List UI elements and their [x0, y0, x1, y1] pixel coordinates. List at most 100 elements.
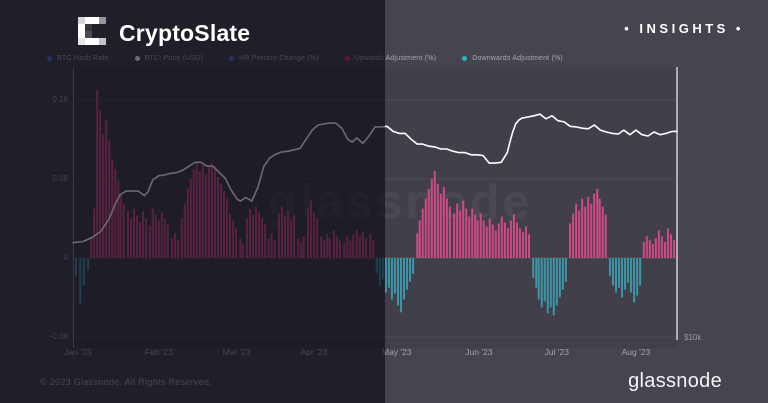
up-adjustment-bar — [241, 243, 244, 258]
up-adjustment-bar — [117, 180, 120, 258]
legend-item: Upwards Adjustment (%) — [344, 55, 437, 62]
up-adjustment-bar — [575, 203, 578, 258]
chart-legend: BTC Hash Rate BTC: Price (USD) HR Percent … — [47, 55, 563, 62]
down-adjustment-bar — [396, 258, 399, 306]
up-adjustment-bar — [372, 240, 375, 258]
down-adjustment-bar — [608, 258, 611, 276]
up-adjustment-bar — [433, 171, 436, 258]
up-adjustment-bar — [598, 198, 601, 258]
up-adjustment-bar — [445, 198, 448, 258]
up-adjustment-bar — [418, 220, 421, 258]
up-adjustment-bar — [122, 203, 125, 258]
up-adjustment-bar — [346, 236, 349, 258]
up-adjustment-bar — [248, 208, 251, 258]
up-adjustment-bar — [293, 214, 296, 258]
up-adjustment-bar — [207, 167, 210, 258]
up-adjustment-bar — [528, 234, 531, 258]
legend-label: BTC: Price (USD) — [144, 55, 204, 62]
down-adjustment-bar — [399, 258, 402, 313]
glassnode-wordmark: glassnode — [628, 370, 722, 392]
up-adjustment-bar — [163, 218, 166, 258]
x-tick-label: Jan '23 — [64, 347, 92, 357]
up-adjustment-bar — [204, 174, 207, 258]
up-adjustment-bar — [506, 228, 509, 258]
down-adjustment-bar — [87, 258, 90, 270]
up-adjustment-bar — [201, 165, 204, 258]
legend-label: Upwards Adjustment (%) — [354, 55, 437, 62]
up-adjustment-bar — [657, 230, 660, 258]
up-adjustment-bar — [601, 206, 604, 258]
down-adjustment-bar — [387, 258, 390, 288]
up-adjustment-bar — [648, 240, 651, 258]
up-adjustment-bar — [584, 206, 587, 258]
up-adjustment-bar — [316, 218, 319, 258]
legend-item: HR Percent Change (%) — [229, 55, 319, 62]
up-adjustment-bar — [332, 230, 335, 258]
up-adjustment-bar — [669, 234, 672, 258]
x-tick-label: May '23 — [381, 347, 412, 357]
up-adjustment-bar — [453, 213, 456, 258]
up-adjustment-bar — [284, 216, 287, 258]
up-adjustment-bar — [666, 228, 669, 258]
up-adjustment-bar — [280, 206, 283, 258]
up-adjustment-bar — [421, 208, 424, 258]
up-adjustment-bar — [189, 179, 192, 258]
down-adjustment-bar — [82, 258, 85, 286]
up-adjustment-bar — [335, 236, 338, 258]
up-adjustment-bar — [642, 242, 645, 258]
down-adjustment-bar — [412, 258, 415, 274]
up-adjustment-bar — [302, 236, 305, 258]
up-adjustment-bar — [572, 213, 575, 258]
up-adjustment-bar — [651, 244, 654, 258]
up-adjustment-bar — [180, 218, 183, 258]
up-adjustment-bar — [320, 236, 323, 258]
up-adjustment-bar — [136, 215, 139, 258]
down-adjustment-bar — [633, 258, 636, 303]
up-adjustment-bar — [213, 169, 216, 258]
up-adjustment-bar — [154, 214, 157, 258]
up-adjustment-bar — [223, 190, 225, 258]
down-adjustment-bar — [375, 258, 378, 273]
legend-item: BTC: Price (USD) — [134, 55, 204, 62]
up-adjustment-bar — [300, 242, 303, 258]
up-adjustment-bar — [229, 213, 232, 258]
cryptoslate-logo-icon — [78, 17, 106, 50]
up-adjustment-bar — [129, 218, 132, 258]
up-adjustment-bar — [456, 203, 459, 258]
up-adjustment-bar — [309, 200, 312, 258]
up-adjustment-bar — [216, 177, 219, 258]
up-adjustment-bar — [99, 109, 102, 258]
down-adjustment-bar — [537, 258, 540, 300]
up-adjustment-bar — [654, 238, 657, 258]
up-adjustment-bar — [258, 212, 261, 258]
up-adjustment-bar — [491, 224, 494, 258]
up-adjustment-bar — [468, 216, 471, 258]
up-adjustment-bar — [427, 188, 430, 258]
down-adjustment-bar — [543, 258, 546, 302]
up-adjustment-bar — [439, 193, 442, 258]
up-adjustment-bar — [525, 226, 527, 258]
up-adjustment-bar — [349, 240, 352, 258]
up-adjustment-bar — [139, 222, 142, 258]
up-adjustment-bar — [474, 214, 477, 258]
up-adjustment-bar — [133, 208, 136, 258]
up-adjustment-bar — [358, 236, 361, 258]
down-adjustment-bar — [564, 258, 567, 282]
up-adjustment-bar — [267, 238, 270, 258]
down-adjustment-bar — [618, 258, 621, 288]
down-adjustment-bar — [639, 258, 642, 286]
up-adjustment-bar — [273, 240, 276, 258]
legend-label: BTC Hash Rate — [57, 55, 109, 62]
up-adjustment-bar — [145, 218, 148, 258]
up-adjustment-bar — [518, 228, 521, 258]
up-adjustment-bar — [497, 223, 500, 258]
up-adjustment-bar — [151, 208, 154, 258]
x-tick-label: Aug '23 — [621, 347, 651, 357]
up-adjustment-bar — [587, 196, 590, 258]
up-adjustment-bar — [126, 210, 129, 258]
down-adjustment-bar — [546, 258, 549, 314]
up-adjustment-bar — [270, 233, 273, 258]
up-adjustment-bar — [488, 218, 491, 258]
up-adjustment-bar — [142, 211, 145, 258]
